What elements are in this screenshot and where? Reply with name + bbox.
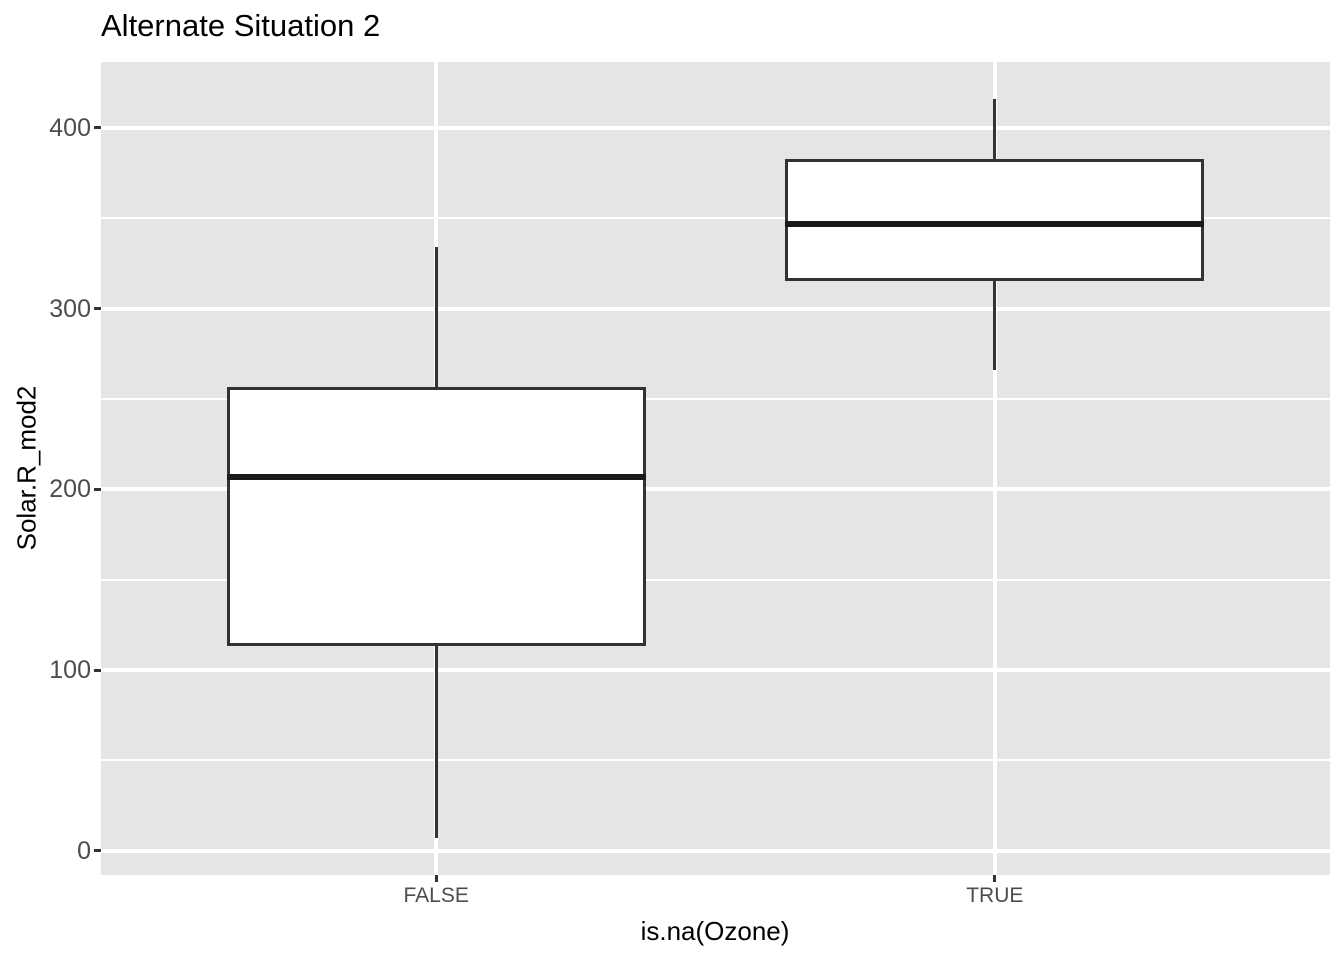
- lower-whisker: [993, 279, 997, 370]
- iqr-box: [226, 386, 646, 647]
- upper-whisker: [993, 98, 997, 161]
- y-gridline-minor: [101, 217, 1330, 220]
- y-tick-label: 400: [49, 113, 91, 142]
- y-gridline-minor: [101, 397, 1330, 400]
- y-gridline-major: [101, 306, 1330, 311]
- lower-whisker: [434, 644, 438, 839]
- plot-title: Alternate Situation 2: [101, 8, 381, 43]
- boxplot-TRUE: [101, 62, 1330, 875]
- x-tick-label: FALSE: [403, 884, 469, 907]
- plot-panel: [101, 62, 1330, 875]
- y-axis-title: Solar.R_mod2: [11, 385, 42, 551]
- x-tick-mark: [434, 875, 438, 882]
- y-gridline-major: [101, 848, 1330, 853]
- y-gridline-major: [101, 125, 1330, 130]
- y-gridline-major: [101, 668, 1330, 673]
- iqr-box: [785, 158, 1205, 282]
- median-line: [226, 473, 646, 480]
- y-gridline-minor: [101, 759, 1330, 762]
- x-tick-mark: [993, 875, 997, 882]
- x-gridline-major: [992, 62, 997, 875]
- y-gridline-minor: [101, 578, 1330, 581]
- x-axis-title: is.na(Ozone): [640, 916, 790, 946]
- y-tick-mark: [94, 307, 101, 311]
- y-tick-label: 0: [77, 836, 91, 865]
- upper-whisker: [434, 247, 438, 389]
- boxplot-FALSE: [101, 62, 1330, 875]
- y-tick-mark: [94, 849, 101, 853]
- y-gridline-major: [101, 487, 1330, 492]
- median-line: [785, 220, 1205, 227]
- y-tick-label: 200: [49, 475, 91, 504]
- y-tick-mark: [94, 668, 101, 672]
- y-tick-label: 100: [49, 656, 91, 685]
- y-tick-mark: [94, 487, 101, 491]
- y-tick-mark: [94, 126, 101, 130]
- y-tick-label: 300: [49, 294, 91, 323]
- x-tick-label: TRUE: [966, 884, 1024, 907]
